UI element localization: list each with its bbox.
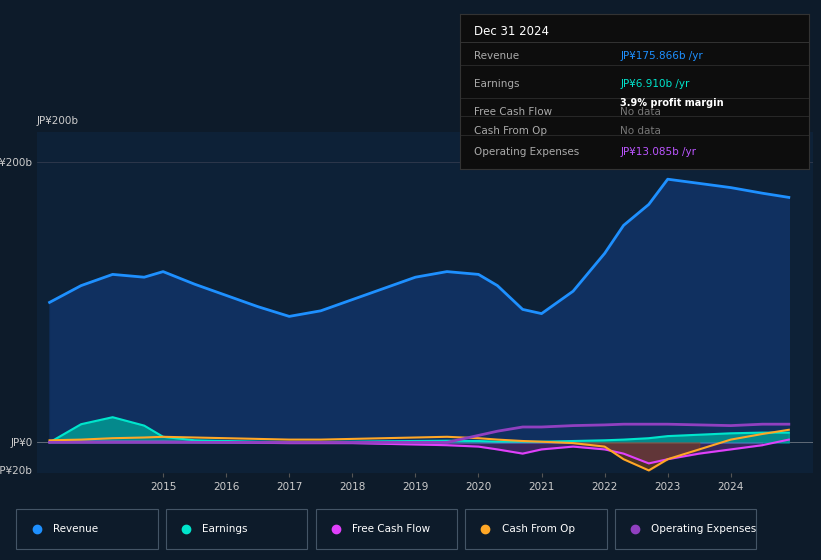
Text: No data: No data bbox=[621, 125, 661, 136]
Text: Dec 31 2024: Dec 31 2024 bbox=[474, 25, 548, 38]
Text: Operating Expenses: Operating Expenses bbox=[474, 147, 579, 157]
Text: 3.9% profit margin: 3.9% profit margin bbox=[621, 98, 724, 108]
Bar bbox=[615, 510, 756, 549]
Text: Operating Expenses: Operating Expenses bbox=[651, 525, 756, 534]
Text: JP¥200b: JP¥200b bbox=[37, 116, 79, 126]
Text: Free Cash Flow: Free Cash Flow bbox=[474, 107, 552, 117]
Text: Revenue: Revenue bbox=[474, 51, 519, 61]
Bar bbox=[166, 510, 307, 549]
Text: Free Cash Flow: Free Cash Flow bbox=[352, 525, 430, 534]
Text: JP¥6.910b /yr: JP¥6.910b /yr bbox=[621, 79, 690, 89]
Bar bbox=[315, 510, 457, 549]
Text: JP¥13.085b /yr: JP¥13.085b /yr bbox=[621, 147, 696, 157]
Bar bbox=[466, 510, 607, 549]
Text: Earnings: Earnings bbox=[474, 79, 519, 89]
Text: JP¥175.866b /yr: JP¥175.866b /yr bbox=[621, 51, 703, 61]
Text: Revenue: Revenue bbox=[53, 525, 98, 534]
Text: No data: No data bbox=[621, 107, 661, 117]
Bar bbox=[16, 510, 158, 549]
Text: Cash From Op: Cash From Op bbox=[474, 125, 547, 136]
Text: Earnings: Earnings bbox=[202, 525, 248, 534]
Text: Cash From Op: Cash From Op bbox=[502, 525, 575, 534]
